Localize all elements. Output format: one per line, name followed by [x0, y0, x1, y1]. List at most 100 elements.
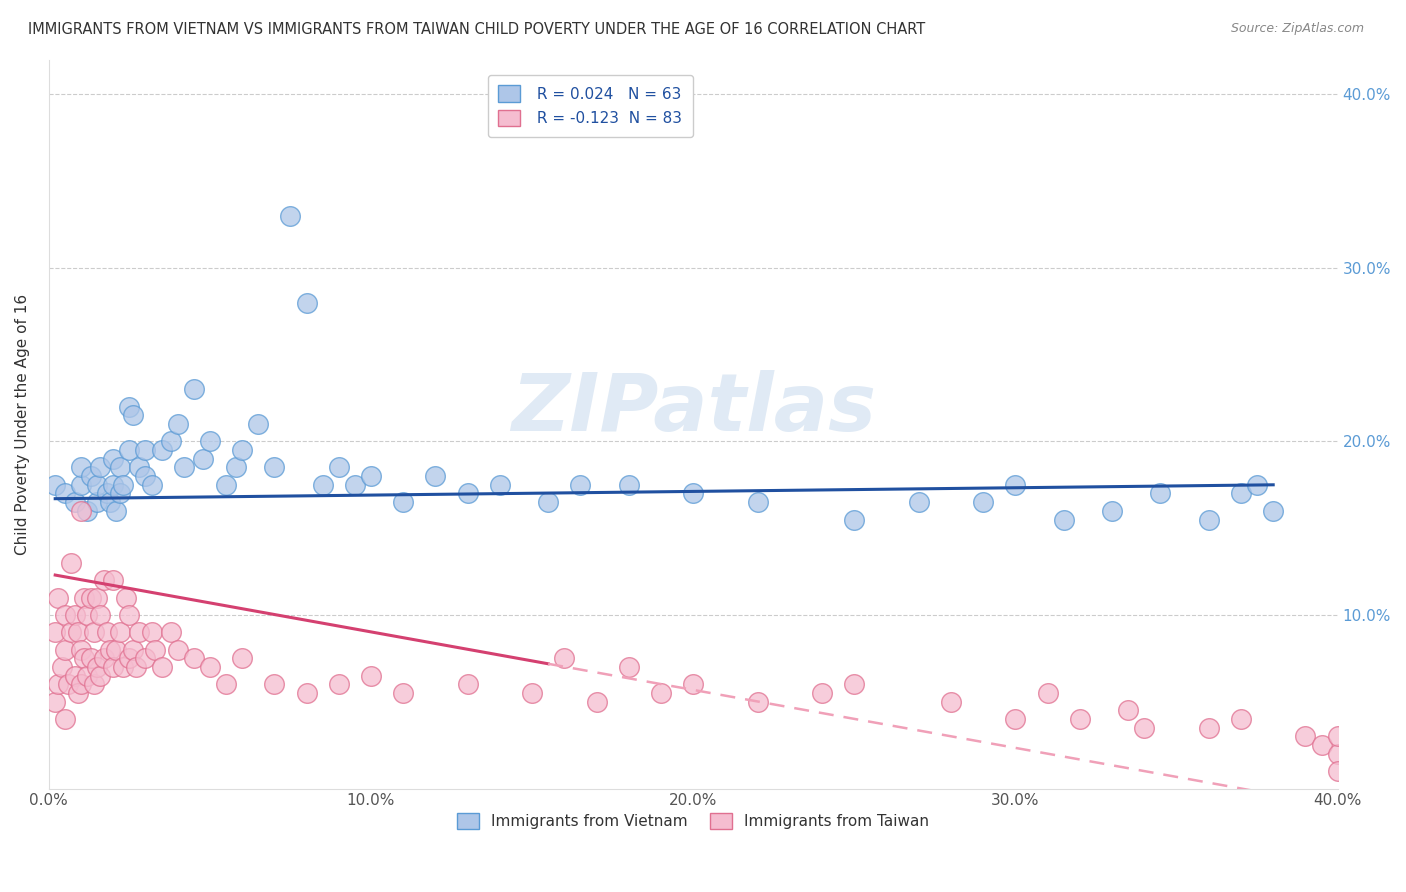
Point — [53, 607, 76, 622]
Point — [128, 625, 150, 640]
Point — [118, 443, 141, 458]
Point — [53, 642, 76, 657]
Point — [392, 495, 415, 509]
Point — [108, 625, 131, 640]
Point — [1149, 486, 1171, 500]
Point — [844, 677, 866, 691]
Point — [83, 677, 105, 691]
Point — [86, 478, 108, 492]
Point — [617, 478, 640, 492]
Point — [1263, 504, 1285, 518]
Point — [121, 642, 143, 657]
Point — [53, 712, 76, 726]
Point — [1036, 686, 1059, 700]
Point — [1198, 512, 1220, 526]
Point — [70, 504, 93, 518]
Point — [70, 642, 93, 657]
Point — [63, 495, 86, 509]
Text: Source: ZipAtlas.com: Source: ZipAtlas.com — [1230, 22, 1364, 36]
Point — [108, 460, 131, 475]
Point — [569, 478, 592, 492]
Point — [103, 451, 125, 466]
Point — [44, 625, 66, 640]
Point — [70, 677, 93, 691]
Point — [1326, 730, 1348, 744]
Point — [183, 382, 205, 396]
Point — [198, 434, 221, 449]
Point — [118, 607, 141, 622]
Point — [89, 607, 111, 622]
Point — [79, 591, 101, 605]
Point — [1053, 512, 1076, 526]
Point — [1069, 712, 1091, 726]
Point — [128, 460, 150, 475]
Point — [650, 686, 672, 700]
Point — [76, 607, 98, 622]
Point — [70, 460, 93, 475]
Point — [457, 677, 479, 691]
Point — [247, 417, 270, 431]
Point — [118, 651, 141, 665]
Point — [89, 669, 111, 683]
Point — [96, 486, 118, 500]
Point — [105, 642, 128, 657]
Y-axis label: Child Poverty Under the Age of 16: Child Poverty Under the Age of 16 — [15, 293, 30, 555]
Point — [844, 512, 866, 526]
Point — [1230, 486, 1253, 500]
Text: IMMIGRANTS FROM VIETNAM VS IMMIGRANTS FROM TAIWAN CHILD POVERTY UNDER THE AGE OF: IMMIGRANTS FROM VIETNAM VS IMMIGRANTS FR… — [28, 22, 925, 37]
Point — [63, 607, 86, 622]
Point — [457, 486, 479, 500]
Point — [939, 695, 962, 709]
Point — [1326, 764, 1348, 779]
Point — [48, 677, 70, 691]
Point — [141, 478, 163, 492]
Point — [1310, 738, 1333, 752]
Point — [44, 478, 66, 492]
Point — [328, 677, 350, 691]
Point — [263, 460, 285, 475]
Point — [118, 400, 141, 414]
Point — [193, 451, 215, 466]
Point — [60, 556, 83, 570]
Point — [1294, 730, 1316, 744]
Point — [44, 695, 66, 709]
Point — [103, 660, 125, 674]
Point — [1230, 712, 1253, 726]
Point — [108, 486, 131, 500]
Point — [166, 642, 188, 657]
Point — [311, 478, 333, 492]
Legend: Immigrants from Vietnam, Immigrants from Taiwan: Immigrants from Vietnam, Immigrants from… — [451, 806, 935, 836]
Point — [231, 651, 253, 665]
Point — [76, 504, 98, 518]
Point — [79, 651, 101, 665]
Point — [225, 460, 247, 475]
Point — [215, 677, 238, 691]
Point — [489, 478, 512, 492]
Point — [73, 651, 96, 665]
Point — [425, 469, 447, 483]
Point — [682, 677, 704, 691]
Point — [280, 209, 302, 223]
Point — [811, 686, 834, 700]
Point — [328, 460, 350, 475]
Point — [76, 669, 98, 683]
Point — [231, 443, 253, 458]
Point — [63, 669, 86, 683]
Point — [1198, 721, 1220, 735]
Point — [553, 651, 575, 665]
Point — [111, 478, 134, 492]
Point — [86, 495, 108, 509]
Point — [125, 660, 148, 674]
Point — [215, 478, 238, 492]
Point — [83, 625, 105, 640]
Point — [972, 495, 994, 509]
Point — [98, 642, 121, 657]
Point — [617, 660, 640, 674]
Point — [585, 695, 607, 709]
Point — [150, 443, 173, 458]
Point — [343, 478, 366, 492]
Text: ZIPatlas: ZIPatlas — [510, 370, 876, 449]
Point — [70, 478, 93, 492]
Point — [89, 460, 111, 475]
Point — [1004, 712, 1026, 726]
